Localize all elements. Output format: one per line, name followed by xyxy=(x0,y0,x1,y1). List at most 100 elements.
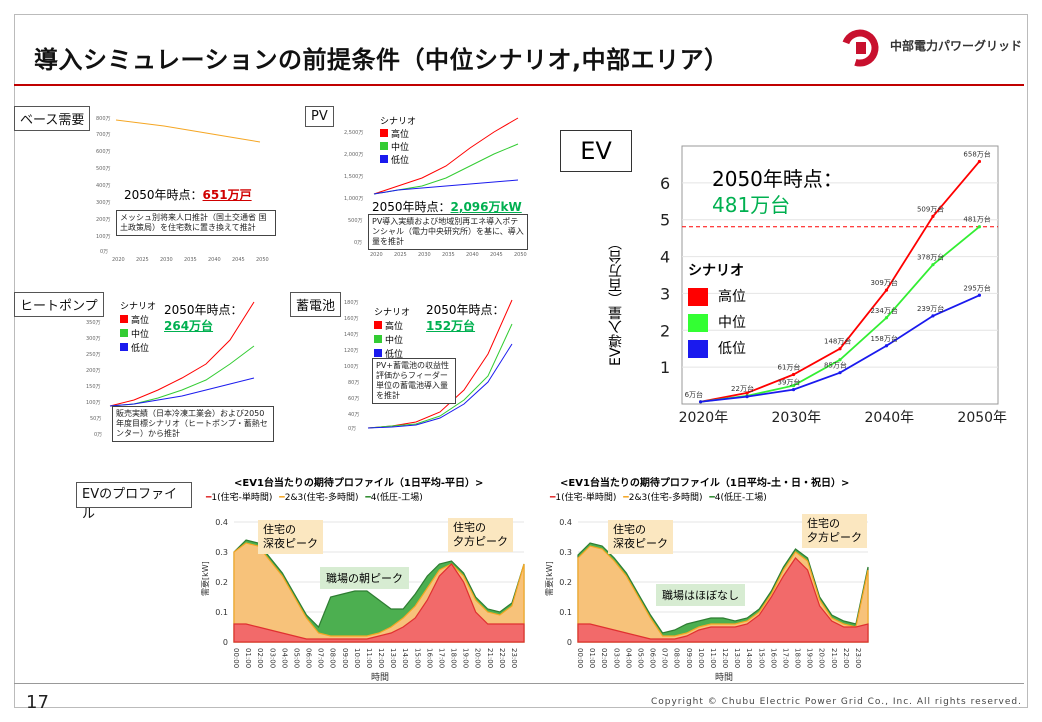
svg-text:0万: 0万 xyxy=(100,249,108,255)
ev-point: 2050年時点： 481万台 xyxy=(712,166,843,218)
ev-point xyxy=(791,372,796,377)
profile-x-tick: 12:00 xyxy=(721,648,729,668)
profile-y-tick: 0 xyxy=(567,638,572,647)
profile-y-tick: 0.4 xyxy=(559,518,572,527)
profile-y-tick: 0.1 xyxy=(215,608,228,617)
ev-x-tick: 2050年 xyxy=(957,410,1007,426)
svg-text:40万: 40万 xyxy=(348,412,359,418)
pv-legend: シナリオ 高位 中位 低位 xyxy=(380,116,416,168)
svg-text:200万: 200万 xyxy=(86,368,101,374)
page-number: 17 xyxy=(26,692,49,713)
svg-text:2030: 2030 xyxy=(160,257,173,263)
svg-text:2,000万: 2,000万 xyxy=(344,152,363,158)
profile-x-tick: 00:00 xyxy=(232,648,240,668)
holiday-legend: ━1(住宅-単時間) ━2&3(住宅-多時間) ━4(低圧-工場) xyxy=(550,493,767,503)
ev-y-tick: 3 xyxy=(660,284,670,303)
svg-text:300万: 300万 xyxy=(86,336,101,342)
svg-text:0万: 0万 xyxy=(348,426,356,432)
svg-text:2,500万: 2,500万 xyxy=(344,130,363,136)
footer-rule xyxy=(14,683,1024,684)
profile-x-tick: 20:00 xyxy=(818,648,826,668)
weekday-work-peak-note: 職場の朝ピーク xyxy=(320,567,409,589)
profile-y-tick: 0.1 xyxy=(559,608,572,617)
svg-text:2050: 2050 xyxy=(514,252,527,258)
svg-text:2020: 2020 xyxy=(370,252,383,258)
holiday-evening-peak-note: 住宅の 夕方ピーク xyxy=(802,514,867,548)
heat-pump-legend-low: 低位 xyxy=(120,342,156,356)
profile-ylabel: 需要[kW] xyxy=(545,561,554,596)
profile-x-tick: 15:00 xyxy=(757,648,765,668)
profile-area-0 xyxy=(577,557,869,643)
profile-area-0 xyxy=(233,563,525,643)
battery-legend-title: シナリオ xyxy=(374,308,411,318)
ev-y-tick: 5 xyxy=(660,211,670,230)
profile-x-tick: 05:00 xyxy=(292,648,300,668)
svg-text:2030: 2030 xyxy=(418,252,431,258)
svg-text:250万: 250万 xyxy=(86,352,101,358)
ev-data-label: 658万台 xyxy=(963,149,990,158)
holiday-work-note: 職場はほぼなし xyxy=(656,584,745,606)
battery-point: 2050年時点： 152万台 xyxy=(426,303,505,333)
ev-chart: 1 2 3 4 5 6 2020年 2030年 2040年 2050年 61万台 148万台 309… xyxy=(660,145,1007,426)
profile-x-tick: 08:00 xyxy=(329,648,337,668)
ev-point xyxy=(931,214,935,218)
ev-y-tick: 2 xyxy=(660,321,670,340)
profile-x-tick: 11:00 xyxy=(709,648,717,668)
ev-point xyxy=(884,316,889,320)
ev-data-label: 158万台 xyxy=(870,334,897,343)
ev-point xyxy=(791,388,796,392)
profile-x-tick: 18:00 xyxy=(450,648,458,668)
weekday-profile-chart: 0 0.1 0.2 0.3 0.4 00:00 01:00 02:00 03:00 04:00 05… xyxy=(201,518,525,682)
heat-pump-legend-title: シナリオ xyxy=(120,302,157,312)
profile-x-tick: 14:00 xyxy=(745,648,753,668)
ev-point xyxy=(745,395,749,399)
svg-text:500万: 500万 xyxy=(96,166,111,172)
svg-text:0万: 0万 xyxy=(94,432,102,438)
base-demand-label: ベース需要 xyxy=(14,106,91,131)
heat-pump-label: ヒートポンプ xyxy=(14,292,104,317)
ev-data-label: 6万台 xyxy=(685,390,703,399)
profile-x-tick: 07:00 xyxy=(661,648,669,668)
svg-text:800万: 800万 xyxy=(96,116,111,122)
ev-profile-label: EVのプロファイル xyxy=(76,482,192,522)
profile-x-tick: 16:00 xyxy=(425,648,433,668)
profile-x-tick: 16:00 xyxy=(769,648,777,668)
weekday-night-peak-note: 住宅の 深夜ピーク xyxy=(258,520,323,554)
pv-note: PV導入実績および地域別再エネ導入ポテンシャル（電力中央研究所）を基に、導入量を… xyxy=(368,214,528,250)
ev-point xyxy=(931,263,935,267)
svg-text:150万: 150万 xyxy=(86,384,101,390)
svg-text:2035: 2035 xyxy=(442,252,455,258)
profile-x-tick: 11:00 xyxy=(365,648,373,668)
svg-text:100万: 100万 xyxy=(96,234,111,240)
svg-text:160万: 160万 xyxy=(344,316,359,322)
ev-data-label: 61万台 xyxy=(778,363,801,372)
ev-point xyxy=(838,371,842,375)
heat-pump-note: 販売実績（日本冷凍工業会）および2050年度目標シナリオ（ヒートポンプ・蓄熱セン… xyxy=(112,406,274,442)
ev-point xyxy=(745,391,749,395)
ev-data-label: 509万台 xyxy=(917,204,944,213)
ev-data-label: 481万台 xyxy=(963,215,990,224)
heat-pump-legend: シナリオ 高位 中位 低位 xyxy=(120,300,156,356)
heat-pump-point: 2050年時点： 264万台 xyxy=(164,303,243,333)
ev-point xyxy=(884,344,889,348)
profile-x-tick: 14:00 xyxy=(401,648,409,668)
ev-legend-low: 低位 xyxy=(688,336,746,362)
ev-point xyxy=(977,225,982,229)
ev-legend-title: シナリオ xyxy=(688,263,744,279)
company-logo-text: 中部電力パワーグリッド xyxy=(890,39,1023,53)
svg-text:200万: 200万 xyxy=(96,217,111,223)
heat-pump-legend-mid: 中位 xyxy=(120,328,156,342)
ev-point xyxy=(884,288,889,292)
battery-note: PV+蓄電池の収益性評価からフィーダー単位の蓄電池導入量を推計 xyxy=(372,358,456,404)
ev-data-label: 378万台 xyxy=(917,253,944,262)
ev-data-label: 22万台 xyxy=(731,384,754,393)
profile-x-tick: 22:00 xyxy=(498,648,506,668)
svg-text:600万: 600万 xyxy=(96,149,111,155)
copyright-text: Copyright © Chubu Electric Power Grid Co… xyxy=(650,697,1022,707)
profile-x-tick: 19:00 xyxy=(462,648,470,668)
svg-text:2045: 2045 xyxy=(490,252,503,258)
profile-x-tick: 07:00 xyxy=(317,648,325,668)
profile-x-tick: 12:00 xyxy=(377,648,385,668)
svg-text:140万: 140万 xyxy=(344,332,359,338)
profile-x-tick: 06:00 xyxy=(649,648,657,668)
